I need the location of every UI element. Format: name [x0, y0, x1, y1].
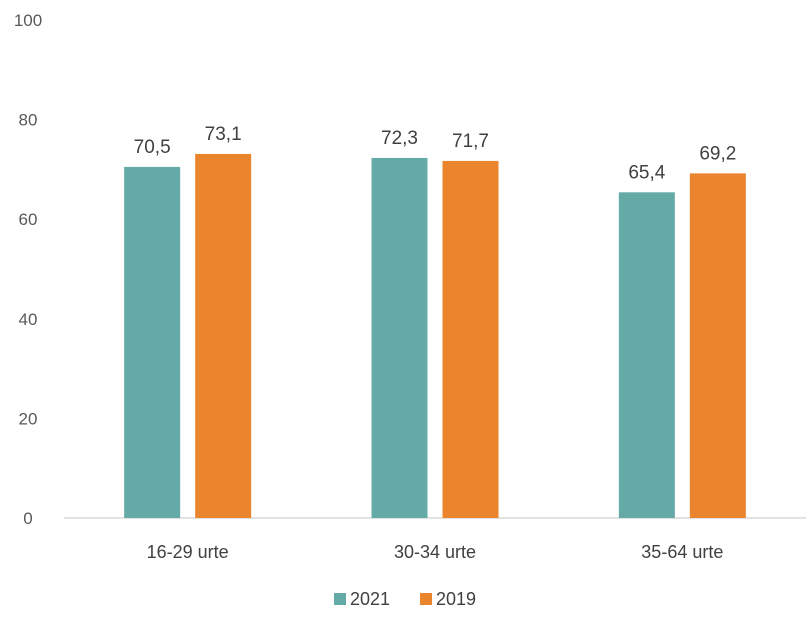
data-label: 72,3 [381, 128, 418, 149]
data-label: 69,2 [699, 143, 736, 164]
legend-label: 2021 [350, 589, 390, 609]
legend-label: 2019 [436, 589, 476, 609]
bar-2019-1 [442, 160, 499, 518]
bar-2019-2 [689, 173, 746, 518]
bar-2021-2 [618, 192, 675, 519]
y-tick-label: 20 [19, 409, 38, 428]
bar-2021-0 [124, 166, 181, 518]
bar-2019-0 [195, 153, 252, 518]
data-label: 73,1 [205, 124, 242, 145]
y-tick-label: 60 [19, 210, 38, 229]
data-label: 70,5 [134, 137, 171, 158]
data-label: 71,7 [452, 131, 489, 152]
y-tick-label: 80 [19, 111, 38, 130]
x-tick-label: 30-34 urte [394, 542, 476, 562]
x-tick-label: 16-29 urte [147, 542, 229, 562]
x-tick-label: 35-64 urte [641, 542, 723, 562]
data-label: 65,4 [628, 162, 665, 183]
y-tick-label: 40 [19, 310, 38, 329]
legend-swatch-2019 [420, 593, 432, 605]
y-tick-label: 100 [14, 11, 42, 30]
y-tick-label: 0 [23, 509, 32, 528]
bar-2021-1 [371, 157, 428, 519]
legend-swatch-2021 [334, 593, 346, 605]
